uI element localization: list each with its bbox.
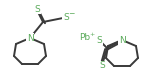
Text: S: S: [99, 62, 105, 70]
Text: S: S: [34, 4, 40, 14]
Text: S: S: [63, 13, 69, 21]
Text: N: N: [27, 34, 33, 42]
Text: Pb: Pb: [79, 33, 91, 42]
Text: −: −: [68, 9, 74, 19]
Text: N: N: [119, 36, 125, 44]
Text: S: S: [96, 36, 102, 44]
Text: +: +: [89, 32, 95, 37]
